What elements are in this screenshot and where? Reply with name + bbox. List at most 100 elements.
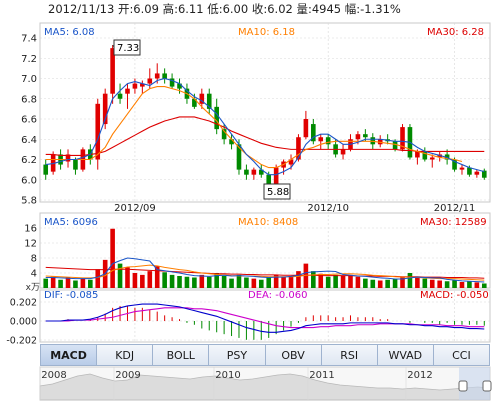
price-y-tick: 6.6 bbox=[21, 115, 37, 126]
volume-bar bbox=[311, 271, 316, 288]
price-series-layer bbox=[43, 44, 487, 193]
max-price-callout-box bbox=[113, 39, 141, 56]
volume-bar bbox=[192, 277, 197, 288]
volume-bar bbox=[474, 282, 480, 288]
tab-boll[interactable]: BOLL bbox=[153, 344, 210, 366]
candle-body bbox=[199, 93, 205, 104]
volume-bar bbox=[281, 276, 286, 288]
volume-bar bbox=[437, 280, 442, 288]
navigator-year: 2011 bbox=[309, 370, 334, 381]
volume-bar bbox=[422, 278, 428, 288]
price-y-tick: 6.2 bbox=[21, 155, 37, 166]
candle-body bbox=[162, 73, 167, 79]
navigator-year-labels: 2008 2009 2010 2011 2012 bbox=[39, 367, 433, 400]
tab-kdj[interactable]: KDJ bbox=[97, 344, 154, 366]
macd-dea-legend: DEA: -0.060 bbox=[248, 290, 307, 301]
navigator-year: 2010 bbox=[215, 370, 240, 381]
volume-bar bbox=[318, 273, 324, 288]
macd-series-layer bbox=[45, 303, 485, 340]
macd-dif-line bbox=[45, 303, 485, 333]
tab-obv[interactable]: OBV bbox=[265, 344, 322, 366]
volume-panel-frame bbox=[39, 212, 491, 289]
volume-bar bbox=[340, 276, 346, 288]
macd-y-tick: -0.202 bbox=[6, 336, 37, 347]
candle-body bbox=[147, 78, 153, 84]
tab-macd[interactable]: MACD bbox=[40, 344, 98, 366]
volume-y-tick: 8 bbox=[31, 254, 37, 265]
volume-bar bbox=[370, 279, 376, 288]
volume-bar bbox=[407, 273, 413, 288]
macd-value-legend: MACD: -0.050 bbox=[420, 290, 489, 301]
candle-body bbox=[303, 119, 309, 138]
candle-body bbox=[288, 159, 294, 165]
candle-body bbox=[73, 159, 78, 170]
volume-bar bbox=[400, 276, 405, 288]
volume-bar bbox=[206, 276, 212, 288]
volume-bar bbox=[140, 274, 145, 288]
price-x-tick: 2012/09 bbox=[114, 203, 156, 214]
volume-bar bbox=[363, 278, 368, 288]
tab-wvad[interactable]: WVAD bbox=[377, 344, 434, 366]
volume-ma30-legend: MA30: 12589 bbox=[420, 217, 487, 228]
volume-bar bbox=[355, 276, 361, 288]
macd-y-tick: 0.000 bbox=[10, 317, 37, 328]
volume-bar bbox=[229, 278, 234, 288]
volume-bar bbox=[244, 277, 249, 288]
volume-bar bbox=[266, 276, 272, 288]
volume-bar bbox=[147, 271, 153, 288]
candle-body bbox=[102, 93, 108, 125]
axis-label-layer: 7.4 7.2 7.0 6.8 6.6 6.4 6.2 6.0 5.8 2012/09 2012/1… bbox=[6, 34, 475, 347]
candle-body bbox=[258, 169, 264, 175]
volume-bar bbox=[251, 278, 257, 288]
candle-body bbox=[429, 157, 435, 160]
volume-bar bbox=[80, 278, 86, 288]
candle-body bbox=[221, 129, 227, 140]
candle-body bbox=[244, 169, 249, 175]
candle-body bbox=[452, 159, 457, 170]
candle-body bbox=[110, 48, 115, 94]
candle-body bbox=[400, 127, 405, 150]
candle-body bbox=[296, 137, 301, 160]
candle-body bbox=[467, 167, 472, 175]
volume-bar bbox=[43, 278, 49, 288]
min-price-callout: 5.88 bbox=[267, 187, 289, 198]
volume-bar bbox=[325, 276, 331, 288]
candle-body bbox=[481, 170, 487, 178]
candle-body bbox=[169, 78, 175, 87]
volume-bar bbox=[65, 277, 71, 288]
volume-bar bbox=[132, 273, 138, 288]
navigator-left-handle[interactable] bbox=[458, 380, 468, 392]
volume-bar bbox=[467, 281, 472, 288]
volume-y-tick: 12 bbox=[24, 239, 37, 250]
candle-body bbox=[318, 137, 324, 142]
candle-body bbox=[206, 93, 212, 109]
candle-body bbox=[266, 174, 272, 185]
volume-y-tick: 16 bbox=[24, 224, 37, 235]
indicator-tabs: MACD KDJ BOLL PSY OBV RSI WVAD CCI bbox=[40, 344, 490, 366]
volume-bar bbox=[125, 267, 130, 288]
price-y-tick: 6.8 bbox=[21, 94, 37, 105]
volume-bar bbox=[177, 276, 182, 288]
candle-body bbox=[340, 149, 346, 155]
volume-bar bbox=[258, 279, 264, 288]
navigator-right-handle[interactable] bbox=[482, 380, 492, 392]
price-x-tick: 2012/11 bbox=[434, 203, 476, 214]
volume-bar bbox=[88, 279, 93, 288]
macd-dif-legend: DIF: -0.085 bbox=[44, 290, 98, 301]
candle-body bbox=[125, 88, 130, 94]
tab-psy[interactable]: PSY bbox=[209, 344, 266, 366]
volume-bar bbox=[117, 263, 123, 288]
candle-body bbox=[43, 164, 49, 175]
volume-bar bbox=[162, 272, 167, 288]
macd-panel-frame bbox=[39, 289, 491, 343]
navigator-year: 2008 bbox=[41, 370, 66, 381]
tab-rsi[interactable]: RSI bbox=[321, 344, 378, 366]
candle-body bbox=[95, 103, 101, 160]
tab-cci[interactable]: CCI bbox=[433, 344, 490, 366]
volume-bar bbox=[415, 277, 420, 288]
candle-body bbox=[251, 169, 257, 175]
min-price-callout-box bbox=[263, 183, 291, 200]
price-y-tick: 5.8 bbox=[21, 196, 37, 207]
volume-bar bbox=[303, 263, 309, 288]
